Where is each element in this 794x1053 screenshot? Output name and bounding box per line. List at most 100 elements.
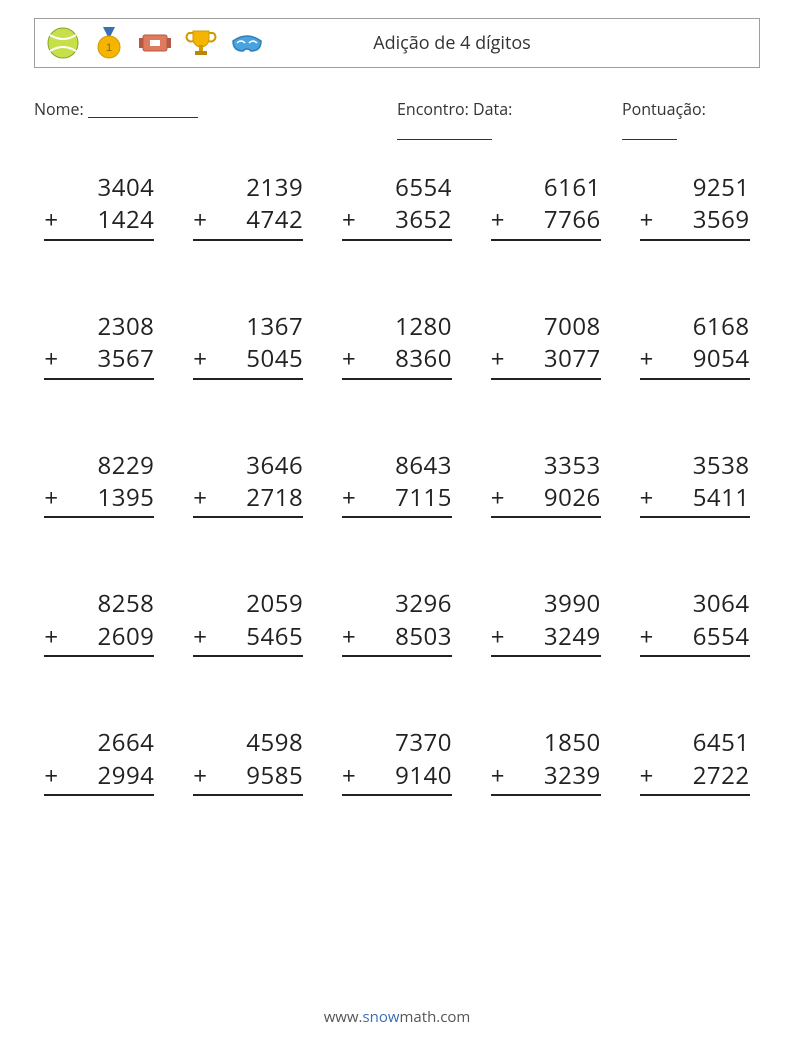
addend-top: 6161	[491, 172, 601, 204]
operator: +	[44, 343, 58, 375]
addend-bottom-value: 7766	[544, 203, 601, 236]
addition-problem: 2308+3567	[44, 311, 154, 380]
header-icons: 1	[35, 25, 265, 61]
problems-grid: 3404+14242139+47426554+36526161+77669251…	[34, 172, 760, 796]
addend-bottom-value: 5045	[246, 342, 303, 375]
addend-top: 8229	[44, 450, 154, 482]
addend-top: 2664	[44, 727, 154, 759]
operator: +	[640, 482, 654, 514]
score-field: Pontuação:	[622, 98, 760, 142]
operator: +	[491, 343, 505, 375]
score-blank[interactable]	[622, 123, 677, 140]
addend-bottom: +5465	[193, 621, 303, 657]
addend-bottom: +1395	[44, 482, 154, 518]
addition-problem: 2139+4742	[193, 172, 303, 241]
operator: +	[640, 760, 654, 792]
addend-bottom-value: 9585	[246, 759, 303, 792]
name-label: Nome:	[34, 98, 84, 120]
addend-bottom: +5045	[193, 343, 303, 379]
addend-bottom: +8360	[342, 343, 452, 379]
addend-top: 3538	[640, 450, 750, 482]
addition-problem: 1367+5045	[193, 311, 303, 380]
addend-bottom: +9054	[640, 343, 750, 379]
operator: +	[44, 621, 58, 653]
operator: +	[491, 482, 505, 514]
addend-top: 8643	[342, 450, 452, 482]
operator: +	[193, 760, 207, 792]
svg-text:1: 1	[106, 42, 112, 54]
medal-icon: 1	[91, 25, 127, 61]
addition-problem: 8229+1395	[44, 450, 154, 519]
addend-top: 1367	[193, 311, 303, 343]
addend-bottom: +2609	[44, 621, 154, 657]
operator: +	[44, 760, 58, 792]
addend-top: 3353	[491, 450, 601, 482]
addend-bottom: +9140	[342, 760, 452, 796]
addend-top: 6168	[640, 311, 750, 343]
addition-problem: 8643+7115	[342, 450, 452, 519]
addend-bottom-value: 4742	[246, 203, 303, 236]
date-blank[interactable]	[397, 123, 492, 140]
operator: +	[44, 482, 58, 514]
addend-top: 6554	[342, 172, 452, 204]
name-blank[interactable]	[88, 101, 198, 118]
addend-top: 7370	[342, 727, 452, 759]
footer: www.snowmath.com	[0, 1007, 794, 1027]
name-field: Nome:	[34, 98, 397, 142]
addend-top: 4598	[193, 727, 303, 759]
addend-bottom: +2722	[640, 760, 750, 796]
addition-problem: 4598+9585	[193, 727, 303, 796]
addend-bottom-value: 9026	[544, 481, 601, 514]
addend-bottom: +3077	[491, 343, 601, 379]
addend-bottom: +9026	[491, 482, 601, 518]
addend-top: 3296	[342, 588, 452, 620]
addend-bottom-value: 8360	[395, 342, 452, 375]
dumbbell-icon	[137, 25, 173, 61]
addition-problem: 3404+1424	[44, 172, 154, 241]
info-line: Nome: Encontro: Data: Pontuação:	[34, 98, 760, 142]
encounter-label: Encontro: Data:	[397, 98, 512, 120]
addend-bottom-value: 5465	[246, 620, 303, 653]
addend-bottom-value: 3249	[544, 620, 601, 653]
addition-problem: 6161+7766	[491, 172, 601, 241]
addend-bottom-value: 3239	[544, 759, 601, 792]
addend-bottom: +6554	[640, 621, 750, 657]
footer-prefix: www.	[324, 1007, 363, 1027]
addend-bottom: +2994	[44, 760, 154, 796]
operator: +	[342, 760, 356, 792]
addition-problem: 8258+2609	[44, 588, 154, 657]
addition-problem: 3646+2718	[193, 450, 303, 519]
date-field: Encontro: Data:	[397, 98, 604, 142]
addend-top: 3990	[491, 588, 601, 620]
addend-bottom: +7115	[342, 482, 452, 518]
addend-bottom-value: 6554	[693, 620, 750, 653]
addend-bottom-value: 2609	[98, 620, 155, 653]
operator: +	[491, 621, 505, 653]
footer-accent: snow	[363, 1007, 400, 1027]
addend-top: 1280	[342, 311, 452, 343]
addend-bottom-value: 1395	[98, 481, 155, 514]
footer-suffix: math.com	[400, 1007, 471, 1027]
worksheet-page: 1	[0, 0, 794, 796]
operator: +	[342, 482, 356, 514]
addend-bottom: +8503	[342, 621, 452, 657]
addend-bottom-value: 9140	[395, 759, 452, 792]
operator: +	[640, 204, 654, 236]
addend-top: 2139	[193, 172, 303, 204]
score-label: Pontuação:	[622, 98, 706, 120]
addend-top: 2059	[193, 588, 303, 620]
addend-bottom: +4742	[193, 204, 303, 240]
addend-bottom: +5411	[640, 482, 750, 518]
addend-top: 3064	[640, 588, 750, 620]
addition-problem: 9251+3569	[640, 172, 750, 241]
addend-top: 7008	[491, 311, 601, 343]
operator: +	[640, 343, 654, 375]
addition-problem: 1280+8360	[342, 311, 452, 380]
addition-problem: 3064+6554	[640, 588, 750, 657]
operator: +	[193, 343, 207, 375]
addend-bottom: +3567	[44, 343, 154, 379]
addition-problem: 2664+2994	[44, 727, 154, 796]
addition-problem: 6554+3652	[342, 172, 452, 241]
addend-bottom: +1424	[44, 204, 154, 240]
tennis-ball-icon	[45, 25, 81, 61]
